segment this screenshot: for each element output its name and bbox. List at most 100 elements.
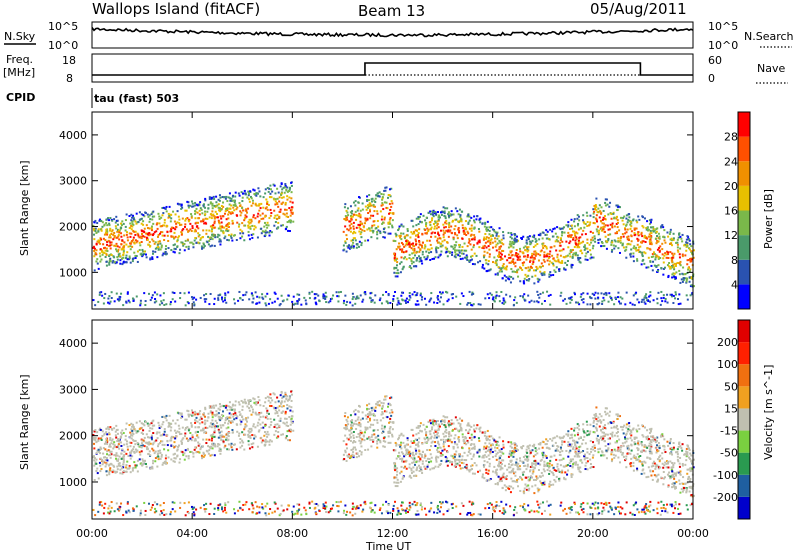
power-cell [124,225,127,228]
power-cell [653,253,656,256]
power-cell [397,299,400,302]
velocity-cell [377,403,380,406]
power-cell [484,233,487,236]
velocity-cell [157,450,160,453]
power-cell [174,213,177,216]
velocity-cell [118,447,121,450]
velocity-cell [117,443,120,446]
velocity-cell [502,459,505,462]
velocity-cell [222,439,225,442]
velocity-cell [676,450,679,453]
power-cell [252,216,255,219]
power-cell [139,299,142,302]
power-cell [259,207,262,210]
power-cell [431,257,434,260]
velocity-cell [432,418,435,421]
power-cell [431,213,434,216]
velocity-cell [645,436,648,439]
velocity-cell [249,434,252,437]
power-cell [635,227,638,230]
power-cell [370,291,373,294]
power-cell [461,210,464,213]
power-cell [169,303,172,306]
power-cell [135,295,138,298]
power-cell [632,218,635,221]
velocity-cell [130,428,133,431]
power-cell [604,204,607,207]
power-cell [448,216,451,219]
power-cell [659,257,662,260]
power-cell [429,243,432,246]
power-cell [208,197,211,200]
velocity-cell [241,408,244,411]
velocity-cell [468,436,471,439]
power-cell [541,237,544,240]
power-cell [361,222,364,225]
power-cell [195,221,198,224]
power-cell [652,260,655,263]
power-cell [597,231,600,234]
power-cell [685,281,688,284]
power-cell [232,204,235,207]
power-cell [578,246,581,249]
velocity-cell [219,436,222,439]
power-cell [359,233,362,236]
velocity-cell [435,458,438,461]
power-cell [443,226,446,229]
power-cell [370,214,373,217]
power-cell [172,227,175,230]
power-cell [247,207,250,210]
velocity-cell [625,458,628,461]
power-cell [186,217,189,220]
velocity-cell [231,448,234,451]
velocity-cell [108,445,111,448]
power-cell [390,200,393,203]
power-cell [170,230,173,233]
velocity-cell [387,402,390,405]
power-cell [135,212,138,215]
power-cell [426,256,429,259]
power-cell [226,230,229,233]
power-cell [262,196,265,199]
power-cell [637,249,640,252]
velocity-cell [648,431,651,434]
power-cell [576,214,579,217]
power-cell [366,195,369,198]
power-cell [358,224,361,227]
power-cell [115,250,118,253]
power-cell [186,301,189,304]
velocity-cell [372,414,375,417]
power-cell [405,250,408,253]
power-cell [656,255,659,258]
velocity-cell [526,457,529,460]
power-cell [116,298,119,301]
power-cell [314,296,317,299]
power-cell [488,255,491,258]
colorbar-segment [738,235,750,260]
power-cell [508,261,511,264]
velocity-cell [112,443,115,446]
power-cell [490,226,493,229]
power-cell [494,240,497,243]
power-cell [168,215,171,218]
velocity-cell [173,429,176,432]
velocity-cell [671,461,674,464]
power-cell [418,257,421,260]
velocity-cell [682,482,685,485]
power-cell [630,240,633,243]
power-cell [401,250,404,253]
power-cell [213,234,216,237]
power-cell [283,186,286,189]
velocity-cell [357,416,360,419]
power-cell [650,219,653,222]
power-cell [116,223,119,226]
power-cell [527,279,530,282]
power-cell [351,215,354,218]
velocity-cell [152,442,155,445]
velocity-cell [158,431,161,434]
power-cell [155,223,158,226]
power-cell [258,203,261,206]
power-cell [205,292,208,295]
power-cell [128,257,131,260]
power-cell [183,249,186,252]
